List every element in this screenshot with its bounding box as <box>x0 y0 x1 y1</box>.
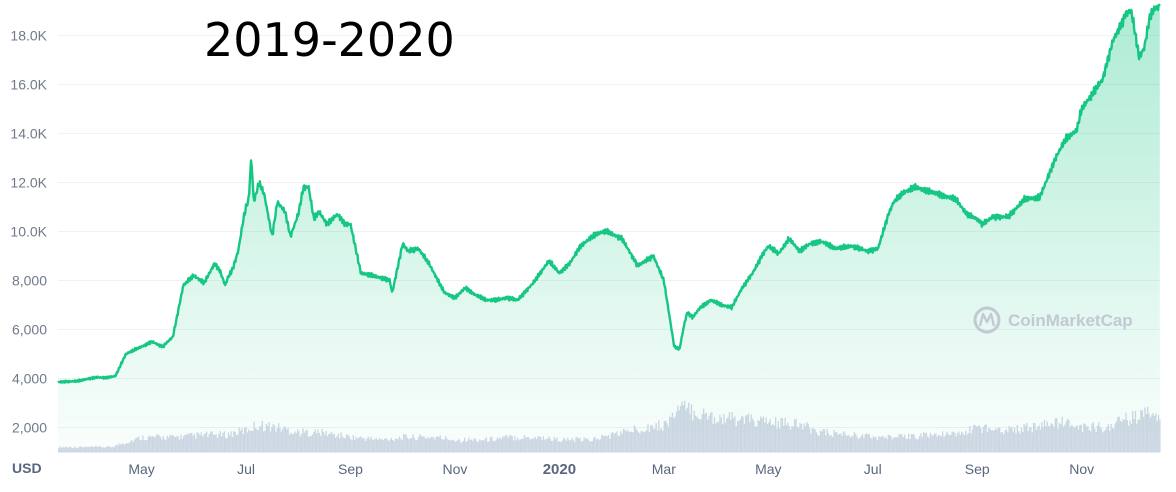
y-tick-label: 6,000 <box>12 321 47 337</box>
x-tick-label: May <box>128 461 154 477</box>
y-tick-label: 10.0K <box>10 223 47 239</box>
y-tick-label: 8,000 <box>12 272 47 288</box>
y-axis: 2,000 4,000 6,000 8,000 10.0K 12.0K 14.0K 16.0K… <box>10 27 47 435</box>
x-axis: May Jul Sep Nov 2020 Mar May Jul Sep Nov <box>128 461 1094 478</box>
x-tick-label: 2020 <box>543 461 576 478</box>
x-tick-label: Nov <box>1069 461 1094 477</box>
coinmarketcap-logo-icon <box>973 306 1001 334</box>
price-area <box>58 4 1160 453</box>
x-tick-label: Jul <box>864 461 882 477</box>
watermark-text: CoinMarketCap <box>1008 311 1133 330</box>
x-tick-label: May <box>755 461 781 477</box>
x-tick-label: Jul <box>237 461 255 477</box>
y-tick-label: 4,000 <box>12 370 47 386</box>
y-tick-label: 18.0K <box>10 27 47 43</box>
y-tick-label: 12.0K <box>10 174 47 190</box>
volume-bar <box>1159 419 1161 452</box>
y-tick-label: 14.0K <box>10 125 47 141</box>
y-tick-label: 16.0K <box>10 76 47 92</box>
chart-title: 2019-2020 <box>204 13 455 67</box>
x-tick-label: Mar <box>652 461 676 477</box>
price-line <box>57 3 1161 384</box>
x-tick-label: Nov <box>442 461 467 477</box>
currency-unit-label: USD <box>12 460 42 476</box>
y-tick-label: 2,000 <box>12 419 47 435</box>
x-tick-label: Sep <box>965 461 990 477</box>
x-tick-label: Sep <box>338 461 363 477</box>
coinmarketcap-watermark: CoinMarketCap <box>973 306 1133 334</box>
